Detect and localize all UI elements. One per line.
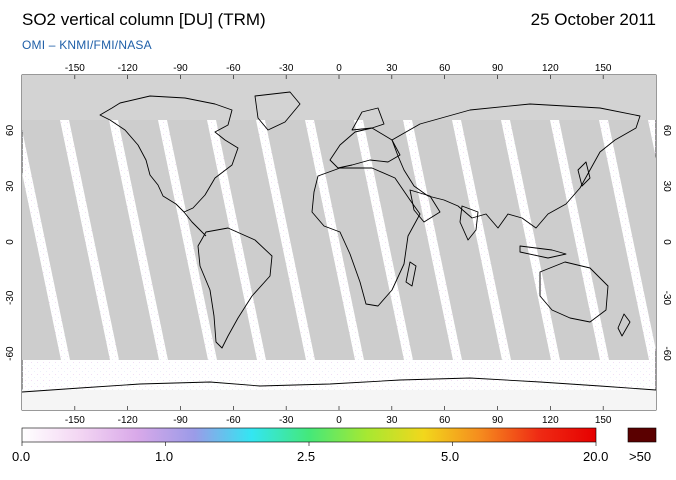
latitude-tick-label: -60 [5,346,16,361]
scandinavia-coast [351,107,385,131]
longitude-tick-label: -60 [226,63,241,74]
colorbar-label-0: 0.0 [12,449,31,464]
orbit-swath [167,120,257,360]
date-label: 25 October 2011 [530,10,656,29]
longitude-tick-label: -150 [65,63,85,74]
latitude-ticks-right: 60 30 0 -30 -60 [661,125,672,361]
latitude-tick-label: 60 [5,124,16,136]
longitude-tick-label: 150 [595,415,612,426]
india-coast [459,205,479,241]
antarctic-region [22,390,656,410]
greenland-coast [254,91,301,131]
longitude-tick-label: -30 [279,415,294,426]
australia-coast [539,261,609,323]
source-credit: OMI – KNMI/FMI/NASA [22,38,152,52]
orbit-swath [69,120,159,360]
latitude-tick-label: 0 [5,239,16,245]
orbit-swath [265,120,355,360]
colorbar-label-4: 20.0 [583,449,609,464]
longitude-tick-label: 90 [492,63,504,74]
orbit-swath [559,120,649,360]
colorbar-overflow-swatch [627,427,657,443]
europe-coast [329,127,401,169]
south-america-coast [197,227,273,349]
colorbar-label-2: 2.5 [297,449,316,464]
colorbar-ticks [21,442,597,446]
longitude-tick-label: 150 [595,63,612,74]
longitude-tick-label: 120 [542,415,559,426]
north-america-coast [99,95,239,213]
longitude-tick-label: -30 [279,63,294,74]
orbit-swath [118,120,208,360]
longitude-tick-label: 90 [492,415,504,426]
longitude-tick-label: -90 [173,415,188,426]
orbit-swath [461,120,551,360]
page-title: SO2 vertical column [DU] (TRM) [22,10,266,29]
longitude-tick-label: 120 [542,63,559,74]
latitude-tick-label: -30 [661,291,672,306]
indonesia-coast [519,245,567,259]
longitude-tick-label: 0 [336,415,342,426]
orbit-swaths [22,120,656,360]
madagascar-coast [405,261,417,287]
land-masses [22,91,656,393]
longitude-tick-label: -120 [118,63,138,74]
colorbar-overflow-label: >50 [629,449,652,464]
antarctica-coast [22,377,656,393]
latitude-tick-label: -30 [5,290,16,305]
longitude-tick-label: 60 [439,63,451,74]
orbit-swath [216,120,306,360]
japan-coast [577,161,591,187]
longitude-tick-label: -60 [226,415,241,426]
latitude-tick-label: 30 [5,180,16,192]
orbit-swath [22,120,110,360]
longitude-ticks-top: -150 -120 -90 -60 -30 0 30 60 90 120 150 [65,63,612,79]
longitude-tick-label: -120 [118,415,138,426]
orbit-swath [510,120,600,360]
central-america-coast [183,211,207,237]
orbit-swath [363,120,453,360]
longitude-tick-label: 30 [386,415,398,426]
colorbar-label-3: 5.0 [441,449,460,464]
longitude-tick-label: -90 [173,63,188,74]
longitude-tick-label: 60 [439,415,451,426]
latitude-tick-label: 30 [661,181,672,193]
longitude-ticks-bottom: -150 -120 -90 -60 -30 0 30 60 90 120 150 [65,406,612,426]
colorbar-label-1: 1.0 [155,449,174,464]
africa-coast [311,167,421,307]
orbit-swath [608,120,656,351]
colorbar [21,427,597,443]
longitude-tick-label: -150 [65,415,85,426]
latitude-tick-label: -60 [661,346,672,361]
new-zealand-coast [617,313,631,337]
orbit-swath [22,172,61,360]
arabia-coast [409,189,441,223]
orbit-swath [314,120,404,360]
orbit-swath [412,120,502,360]
latitude-tick-label: 0 [661,239,672,245]
latitude-ticks-left: 60 30 0 -30 -60 [5,124,16,360]
latitude-tick-label: 60 [661,125,672,137]
longitude-tick-label: 30 [386,63,398,74]
longitude-tick-label: 0 [336,63,342,74]
arctic-no-data [22,75,656,120]
